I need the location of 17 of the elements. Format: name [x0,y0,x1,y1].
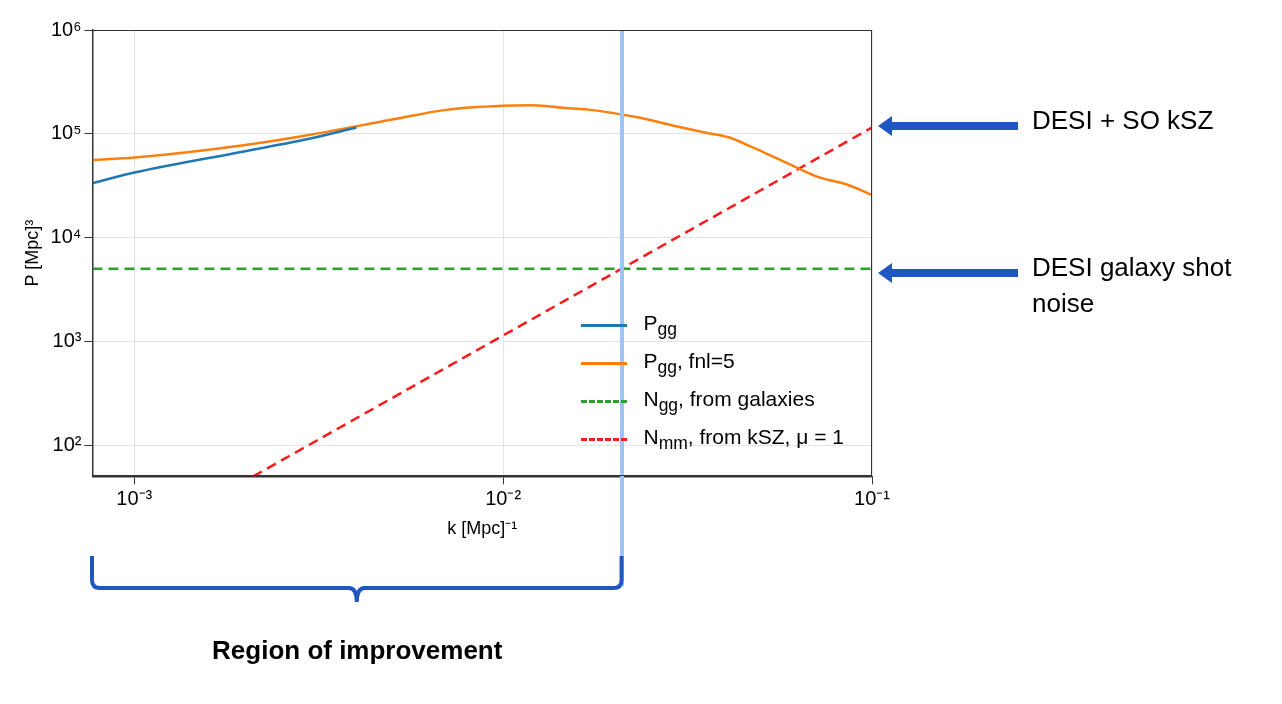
y-tick-label: 10⁵ [50,121,82,144]
text: DESI galaxy shot noise [1032,252,1233,319]
legend-label: P$_{gg}$ [643,310,677,340]
y-tick-label: 10⁴ [50,225,82,248]
text: Region of improvement [212,634,503,665]
text: DESI + SO kSZ [1032,105,1214,136]
y-tick-label: 10³ [52,328,82,351]
x-tick-label: 10⁻² [485,486,522,509]
y-axis-title: P [Mpc]³ [21,219,42,287]
y-tick-label: 10² [52,432,82,455]
x-tick-label: 10⁻¹ [854,486,891,509]
y-tick-label: 10⁶ [50,17,82,40]
legend-label: N$_{gg}$, from galaxies [643,386,815,416]
x-tick-label: 10⁻³ [116,486,153,509]
x-axis-title: k [Mpc]⁻¹ [447,518,518,539]
legend-label: N$_{mm}$, from kSZ, μ = 1 [643,424,844,454]
legend-label: P$_{gg}$, fnl=5 [643,348,735,378]
